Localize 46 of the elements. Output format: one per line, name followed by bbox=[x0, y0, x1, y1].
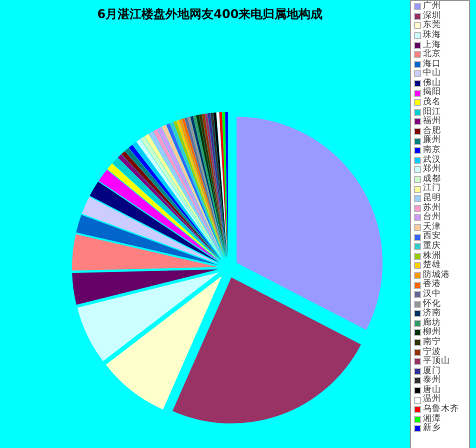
legend-label: 南京 bbox=[423, 145, 441, 156]
legend-label: 郑州 bbox=[423, 164, 441, 174]
legend-label: 防城港 bbox=[423, 270, 450, 280]
legend-label: 柳州 bbox=[423, 327, 441, 338]
legend-label: 深圳 bbox=[423, 10, 441, 21]
legend-label: 武汉 bbox=[423, 154, 441, 165]
legend-label: 汉中 bbox=[423, 288, 441, 299]
legend-label: 上海 bbox=[423, 40, 441, 50]
legend-label: 阳江 bbox=[423, 106, 441, 117]
legend-label: 温州 bbox=[423, 394, 441, 404]
legend-label: 重庆 bbox=[423, 240, 441, 251]
legend-label: 成都 bbox=[423, 174, 441, 184]
legend-label: 合肥 bbox=[423, 126, 441, 136]
legend-label: 茂名 bbox=[423, 97, 441, 108]
legend-label: 东莞 bbox=[423, 20, 441, 30]
legend-label: 广州 bbox=[423, 1, 441, 12]
legend-label: 宁波 bbox=[423, 346, 441, 357]
legend-label: 中山 bbox=[423, 68, 441, 78]
legend-label: 济南 bbox=[423, 308, 441, 318]
legend-label: 珠海 bbox=[423, 30, 441, 40]
legend-label: 揭阳 bbox=[423, 87, 441, 98]
legend-label: 海口 bbox=[423, 58, 441, 69]
legend-label: 廊坊 bbox=[423, 318, 441, 328]
legend-label: 天津 bbox=[423, 222, 441, 232]
legend-label: 怀化 bbox=[423, 298, 441, 309]
legend-label: 北京 bbox=[423, 49, 441, 60]
legend-label: 台州 bbox=[423, 212, 441, 222]
legend-label: 唐山 bbox=[423, 384, 441, 395]
legend-label: 楚雄 bbox=[423, 260, 441, 270]
legend-label: 湘潭 bbox=[423, 414, 441, 424]
legend-label: 乌鲁木齐 bbox=[423, 404, 459, 414]
legend-label: 西安 bbox=[423, 231, 441, 242]
text: 6月湛江楼盘外地网友400来电归属地构成 bbox=[96, 6, 324, 23]
legend-label: 泰州 bbox=[423, 375, 441, 386]
legend-label: 香港 bbox=[423, 279, 441, 290]
legend-label: 南宁 bbox=[423, 336, 441, 347]
legend-label: 昆明 bbox=[423, 193, 441, 204]
legend-label: 苏州 bbox=[423, 202, 441, 213]
legend-label: 厦门 bbox=[423, 366, 441, 376]
legend-label: 佛山 bbox=[423, 78, 441, 88]
legend-label: 平顶山 bbox=[423, 356, 450, 366]
legend-label: 福州 bbox=[423, 116, 441, 126]
legend-label: 廉州 bbox=[423, 135, 441, 146]
legend-label: 株洲 bbox=[423, 250, 441, 261]
legend-label: 新乡 bbox=[423, 423, 441, 434]
legend-label: 江门 bbox=[423, 183, 441, 194]
